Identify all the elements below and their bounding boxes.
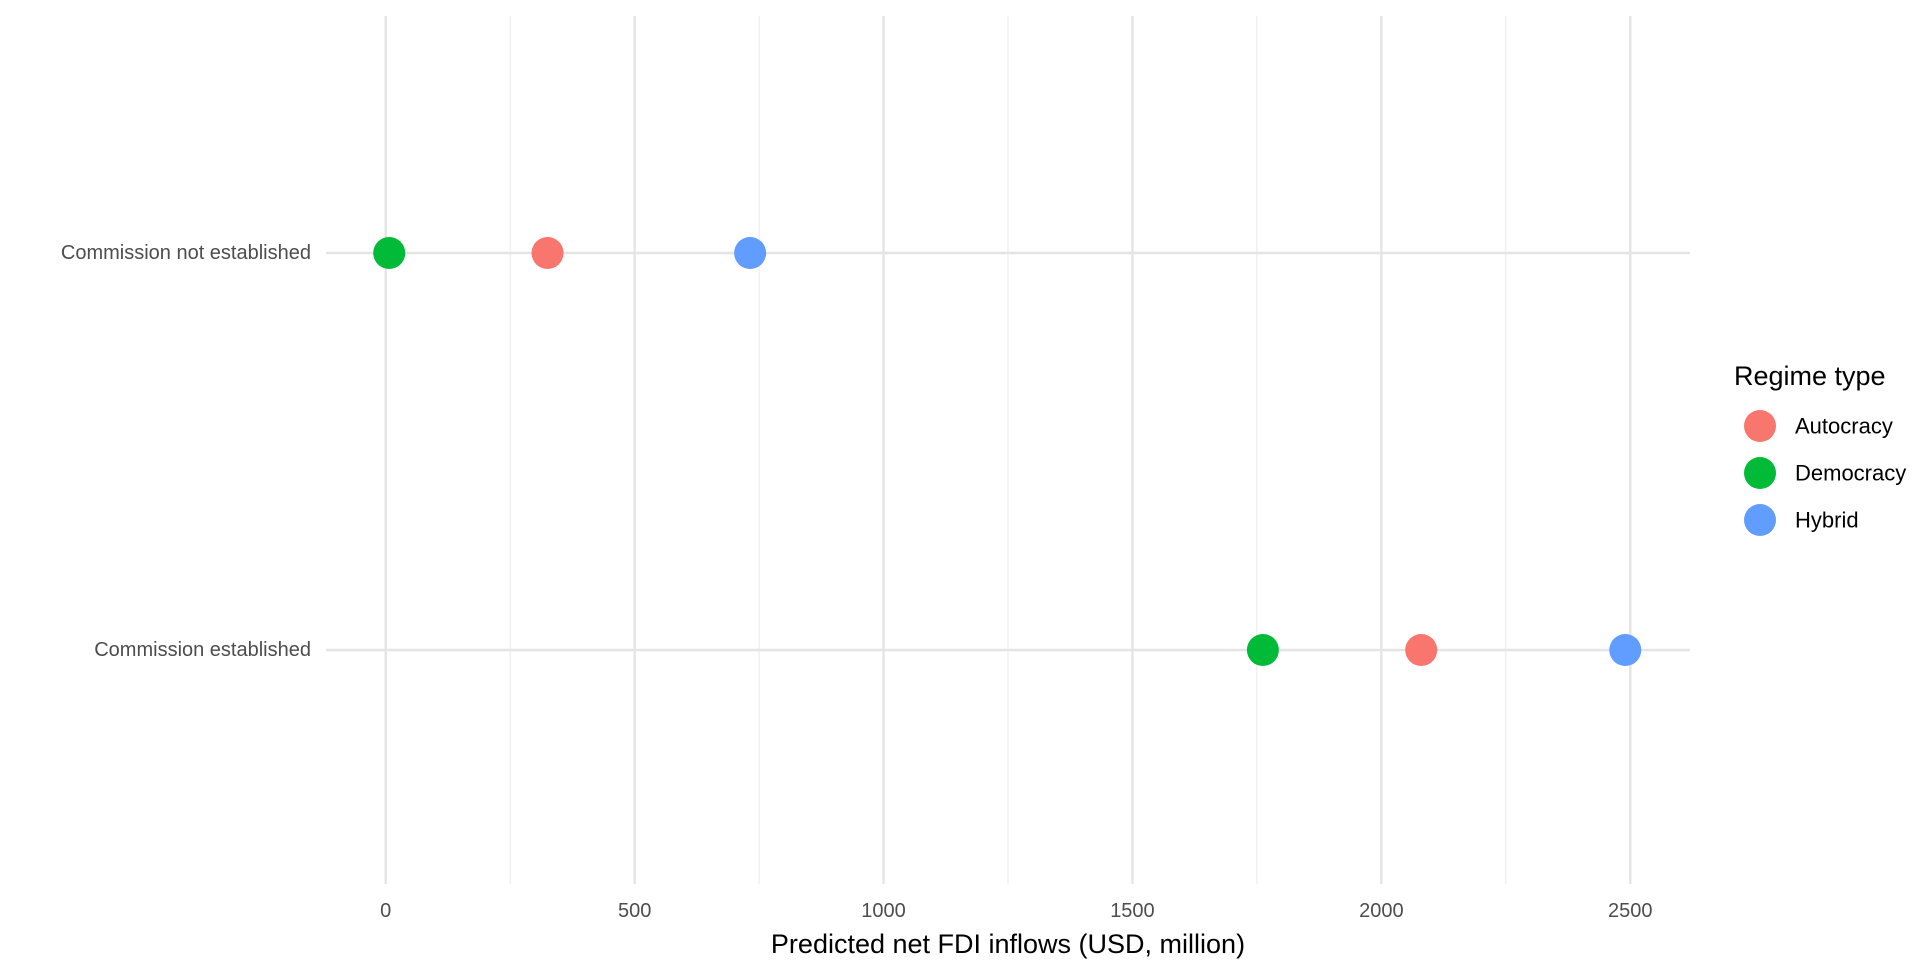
data-point-democracy bbox=[373, 237, 406, 269]
legend-key-autocracy bbox=[1744, 410, 1776, 442]
x-tick-label: 1500 bbox=[1110, 900, 1155, 922]
y-tick-labels: Commission not established Commission est… bbox=[61, 242, 311, 661]
legend-key-hybrid bbox=[1744, 504, 1776, 536]
x-tick-label: 2000 bbox=[1359, 900, 1404, 922]
legend-label-democracy: Democracy bbox=[1795, 461, 1906, 486]
legend-key-democracy bbox=[1744, 457, 1776, 489]
data-point-autocracy bbox=[1405, 634, 1438, 666]
y-tick-label: Commission established bbox=[94, 639, 311, 661]
x-tick-labels: 0 500 1000 1500 2000 2500 bbox=[380, 900, 1652, 922]
x-axis-title: Predicted net FDI inflows (USD, million) bbox=[771, 929, 1245, 959]
data-points bbox=[373, 237, 1642, 666]
data-point-hybrid bbox=[1609, 634, 1642, 666]
legend-items: Autocracy Democracy Hybrid bbox=[1744, 410, 1906, 536]
x-tick-label: 2500 bbox=[1608, 900, 1653, 922]
grid-layer bbox=[326, 16, 1690, 884]
data-point-hybrid bbox=[734, 237, 767, 269]
legend: Regime type Autocracy Democracy Hybrid bbox=[1734, 361, 1906, 536]
data-point-democracy bbox=[1246, 634, 1279, 666]
data-point-autocracy bbox=[531, 237, 564, 269]
legend-label-autocracy: Autocracy bbox=[1795, 414, 1893, 439]
x-tick-label: 500 bbox=[618, 900, 651, 922]
x-tick-label: 1000 bbox=[861, 900, 906, 922]
x-tick-label: 0 bbox=[380, 900, 391, 922]
legend-title: Regime type bbox=[1734, 361, 1886, 391]
y-tick-label: Commission not established bbox=[61, 242, 311, 264]
legend-label-hybrid: Hybrid bbox=[1795, 508, 1859, 533]
